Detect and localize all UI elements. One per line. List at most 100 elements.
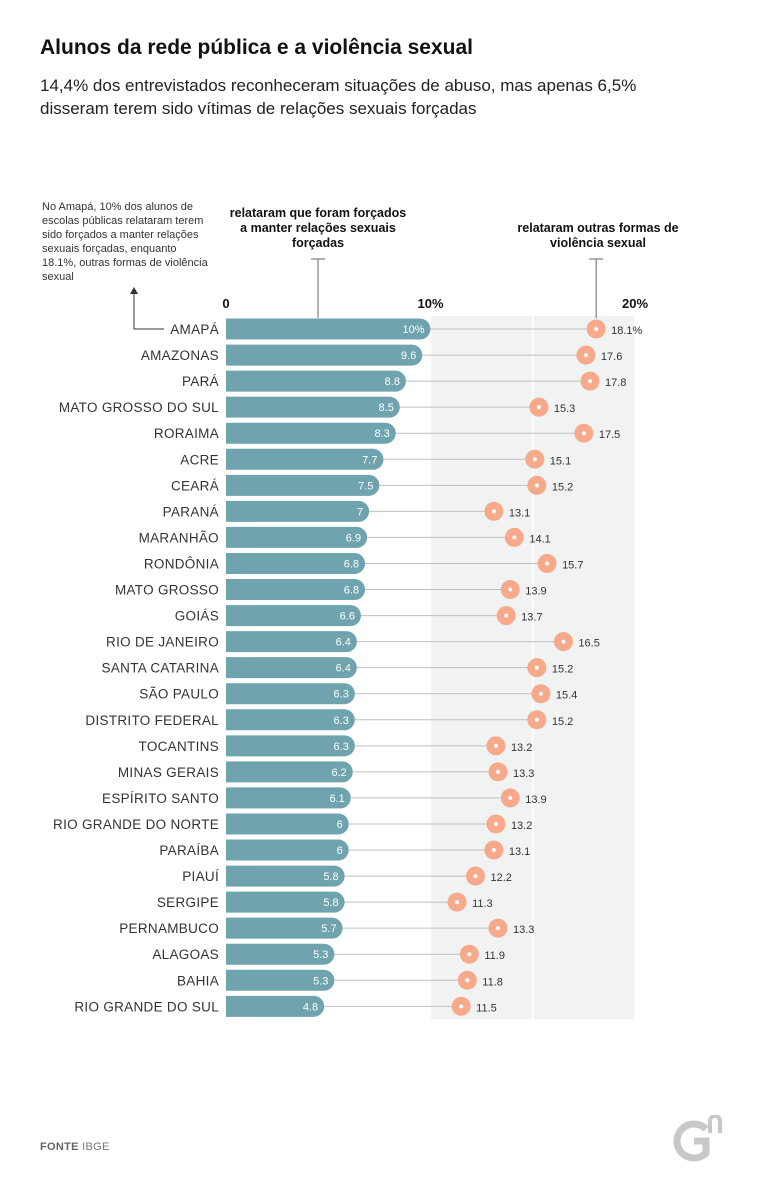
state-label: GOIÁS <box>175 609 219 624</box>
dot-value-label: 16.5 <box>578 638 599 650</box>
dot-center <box>534 483 539 488</box>
bar-value-label: 6.4 <box>336 637 351 649</box>
chart-title: Alunos da rede pública e a violência sex… <box>40 36 473 59</box>
dot-value-label: 17.6 <box>601 351 622 363</box>
bar-value-label: 8.8 <box>385 376 400 388</box>
bar-forced <box>226 631 357 653</box>
bar-forced <box>226 709 355 731</box>
state-label: ACRE <box>180 452 219 467</box>
bar-value-label: 6.8 <box>344 558 359 570</box>
state-label: SÃO PAULO <box>139 687 219 702</box>
bar-value-label: 6.6 <box>340 611 355 623</box>
g1-logo-icon <box>673 1115 722 1162</box>
bar-value-label: 6 <box>337 819 343 831</box>
state-label: AMAPÁ <box>170 322 219 337</box>
dot-center <box>493 743 498 748</box>
dot-value-label: 13.3 <box>513 768 534 780</box>
bar-value-label: 5.8 <box>323 871 338 883</box>
bar-value-label: 6.8 <box>344 585 359 597</box>
dot-center <box>491 509 496 514</box>
state-label: SERGIPE <box>157 895 219 910</box>
dot-center <box>532 457 537 462</box>
dot-value-label: 11.5 <box>476 1002 497 1014</box>
dot-value-label: 11.9 <box>484 950 505 962</box>
bar-value-label: 7.7 <box>362 454 377 466</box>
annotation-arrowhead <box>130 287 138 294</box>
state-label: TOCANTINS <box>139 739 219 754</box>
dot-center <box>594 327 599 332</box>
bar-value-label: 6.9 <box>346 532 361 544</box>
bar-forced <box>226 579 366 601</box>
bar-forced <box>226 474 380 496</box>
bar-value-label: 6.4 <box>336 663 351 675</box>
dot-value-label: 14.1 <box>529 533 550 545</box>
dot-center <box>512 535 517 540</box>
bar-value-label: 5.7 <box>321 923 336 935</box>
dot-value-label: 13.1 <box>509 507 530 519</box>
dot-center <box>581 431 586 436</box>
dot-center <box>508 795 513 800</box>
dot-center <box>493 821 498 826</box>
dot-value-label: 15.2 <box>552 664 573 676</box>
bar-value-label: 6.1 <box>329 793 344 805</box>
dot-center <box>588 379 593 384</box>
dot-center <box>459 1004 464 1009</box>
dot-center <box>534 665 539 670</box>
dot-center <box>536 405 541 410</box>
dot-value-label: 11.8 <box>482 976 503 988</box>
state-label: RIO GRANDE DO NORTE <box>53 817 219 832</box>
bar-forced <box>226 995 325 1017</box>
bar-forced <box>226 917 343 939</box>
bar-forced <box>226 526 368 548</box>
bar-value-label: 6.2 <box>331 767 346 779</box>
dot-value-label: 15.1 <box>550 455 571 467</box>
bar-forced <box>226 657 357 679</box>
bar-value-label: 6 <box>337 845 343 857</box>
tick-label: 10% <box>417 296 443 311</box>
bar-forced <box>226 448 384 470</box>
bar-value-label: 9.6 <box>401 350 416 362</box>
bar-value-label: 6.3 <box>334 741 349 753</box>
dot-value-label: 15.2 <box>552 716 573 728</box>
state-label: RONDÔNIA <box>144 556 219 571</box>
dot-center <box>538 691 543 696</box>
source-label: FONTE <box>40 1141 79 1153</box>
state-label: RIO DE JANEIRO <box>106 635 219 650</box>
series-label-other: relataram outras formas de violência sex… <box>517 221 679 250</box>
bar-forced <box>226 422 396 444</box>
dot-center <box>534 717 539 722</box>
bar-value-label: 8.3 <box>374 428 389 440</box>
state-label: MINAS GERAIS <box>118 765 219 780</box>
source-value: IBGE <box>82 1141 110 1153</box>
dot-value-label: 17.8 <box>605 377 626 389</box>
dot-center <box>495 769 500 774</box>
state-label: PARANÁ <box>163 504 219 519</box>
bar-value-label: 4.8 <box>303 1001 318 1013</box>
bar-forced <box>226 735 355 757</box>
bar-forced <box>226 396 400 418</box>
state-label: PIAUÍ <box>182 869 219 884</box>
bar-forced <box>226 891 345 913</box>
dot-value-label: 18.1% <box>611 325 642 337</box>
bar-forced <box>226 787 351 809</box>
state-label: MATO GROSSO <box>115 583 219 598</box>
dot-value-label: 15.2 <box>552 481 573 493</box>
state-label: RIO GRANDE DO SUL <box>74 999 219 1014</box>
state-label: CEARÁ <box>171 478 219 493</box>
state-label: BAHIA <box>177 973 219 988</box>
dot-value-label: 13.9 <box>525 586 546 598</box>
state-label: ALAGOAS <box>152 947 219 962</box>
bar-forced <box>226 761 353 783</box>
state-label: SANTA CATARINA <box>102 661 219 676</box>
dot-center <box>467 952 472 957</box>
state-label: DISTRITO FEDERAL <box>85 713 219 728</box>
dot-value-label: 13.2 <box>511 820 532 832</box>
state-label: PARÁ <box>182 374 219 389</box>
bar-value-label: 5.3 <box>313 975 328 987</box>
dot-value-label: 15.4 <box>556 690 577 702</box>
state-label: PARAÍBA <box>159 843 219 858</box>
dot-center <box>465 978 470 983</box>
bar-value-label: 10% <box>402 324 424 336</box>
bar-forced <box>226 813 349 835</box>
